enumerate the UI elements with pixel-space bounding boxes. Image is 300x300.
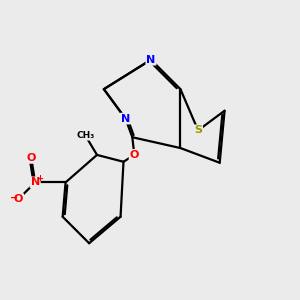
Text: N: N (31, 177, 40, 188)
Text: O: O (14, 194, 23, 204)
Text: −: − (10, 193, 18, 202)
Text: O: O (27, 153, 36, 163)
Text: N: N (121, 114, 130, 124)
Text: O: O (130, 150, 139, 160)
Text: N: N (146, 55, 156, 65)
Text: CH₃: CH₃ (76, 131, 94, 140)
Text: +: + (36, 174, 43, 183)
Text: S: S (194, 125, 202, 135)
